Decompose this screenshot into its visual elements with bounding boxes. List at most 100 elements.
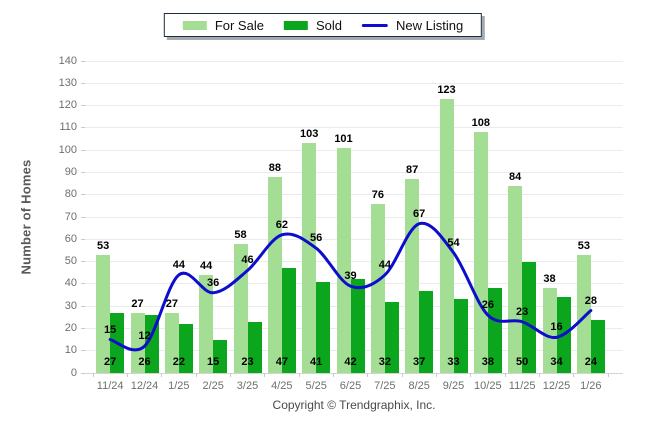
x-tick-label: 3/25 — [236, 380, 259, 392]
y-tick-mark — [81, 194, 85, 196]
x-tick-label: 7/25 — [374, 380, 396, 392]
x-tick-label: 12/25 — [542, 380, 571, 392]
gridline — [85, 60, 623, 62]
x-tick-label: 11/25 — [508, 380, 536, 392]
gridline — [85, 261, 623, 263]
for-sale-value-label: 44 — [200, 259, 213, 272]
for-sale-value-label: 58 — [234, 228, 247, 241]
for-sale-value-label: 88 — [268, 161, 281, 174]
y-tick-label: 100 — [58, 143, 77, 156]
y-tick-mark — [81, 171, 85, 173]
x-tick-mark — [470, 373, 472, 377]
y-tick-label: 90 — [64, 165, 77, 178]
legend: For Sale Sold New Listing — [163, 13, 483, 37]
new-listing-value-label: 28 — [584, 294, 597, 307]
y-tick-mark — [81, 261, 85, 263]
sold-value-label: 42 — [344, 356, 357, 368]
sold-value-label: 38 — [481, 356, 494, 368]
new-listing-value-label: 44 — [172, 258, 185, 271]
y-tick-mark — [81, 149, 85, 151]
x-tick-mark — [229, 373, 231, 377]
y-tick-label: 40 — [64, 277, 77, 290]
y-tick-label: 0 — [70, 366, 77, 379]
for-sale-value-label: 84 — [509, 170, 522, 183]
for-sale-value-label: 108 — [471, 117, 490, 130]
gridline — [85, 105, 623, 107]
bar-sold — [522, 261, 537, 373]
x-tick-mark — [401, 373, 403, 377]
bar-for-sale — [199, 274, 214, 373]
new-listing-value-label: 46 — [241, 254, 254, 267]
y-tick-label: 140 — [58, 54, 77, 67]
x-tick-label: 6/25 — [339, 380, 362, 392]
new-listing-value-label: 23 — [516, 305, 529, 318]
new-listing-value-label: 12 — [138, 330, 151, 343]
bar-for-sale — [336, 147, 351, 373]
legend-item-new-listing: New Listing — [361, 17, 464, 33]
bar-for-sale — [96, 254, 111, 373]
new-listing-value-label: 54 — [447, 236, 460, 249]
x-tick-mark — [607, 373, 609, 377]
for-sale-value-label: 27 — [165, 297, 178, 310]
new-listing-value-label: 67 — [413, 207, 426, 220]
plot-area: 0 10 20 30 40 50 60 70 80 90 100 110 120 130 140 11/24 1… — [59, 55, 623, 392]
bar-sold — [350, 279, 365, 373]
legend-label: Sold — [315, 17, 342, 33]
gridline — [85, 194, 623, 196]
legend-line-swatch — [361, 23, 388, 27]
y-axis-title: Number of Homes — [18, 159, 34, 275]
bar-sold — [419, 290, 434, 373]
new-listing-value-label: 26 — [481, 299, 494, 312]
new-listing-value-label: 36 — [207, 276, 220, 289]
bar-for-sale — [576, 254, 591, 373]
sold-value-label: 34 — [550, 356, 563, 368]
y-tick-label: 110 — [59, 121, 77, 134]
copyright: Copyright © Trendgraphix, Inc. — [272, 398, 436, 412]
bar-sold — [590, 319, 605, 373]
x-tick-label: 10/25 — [474, 380, 502, 392]
for-sale-value-label: 38 — [543, 273, 556, 286]
for-sale-value-label: 27 — [131, 297, 144, 310]
y-tick-mark — [81, 60, 85, 62]
legend-swatch — [283, 20, 308, 30]
bar-sold — [281, 268, 296, 373]
x-tick-mark — [92, 373, 94, 377]
gridline — [85, 127, 623, 129]
y-tick-mark — [81, 283, 85, 285]
x-tick-mark — [332, 373, 334, 377]
bar-for-sale — [267, 176, 282, 373]
x-tick-mark — [298, 373, 300, 377]
for-sale-value-label: 103 — [299, 128, 319, 141]
x-tick-mark — [435, 373, 437, 377]
legend-label: For Sale — [214, 17, 264, 33]
x-tick-mark — [573, 373, 575, 377]
new-listing-value-label: 16 — [550, 321, 563, 334]
gridline — [85, 149, 623, 151]
y-tick-mark — [81, 238, 85, 240]
x-tick-label: 1/26 — [580, 380, 602, 392]
new-listing-value-label: 15 — [104, 323, 117, 336]
bar-for-sale — [233, 243, 248, 373]
y-tick-label: 130 — [58, 76, 77, 89]
legend-swatch — [182, 20, 207, 30]
gridline — [85, 171, 623, 173]
new-listing-value-label: 39 — [344, 270, 357, 283]
for-sale-value-label: 101 — [334, 132, 353, 145]
x-tick-mark — [161, 373, 163, 377]
sold-value-label: 15 — [207, 356, 220, 368]
x-tick-label: 9/25 — [442, 380, 465, 392]
bar-sold — [487, 288, 502, 373]
y-tick-mark — [81, 305, 85, 307]
bar-for-sale — [508, 185, 523, 373]
x-tick-label: 2/25 — [202, 380, 224, 392]
sold-value-label: 33 — [447, 356, 460, 368]
bar-for-sale — [164, 312, 179, 373]
bar-sold — [453, 299, 468, 373]
legend-label: New Listing — [395, 17, 464, 33]
for-sale-value-label: 123 — [437, 83, 456, 96]
y-tick-label: 50 — [64, 255, 77, 268]
y-tick-mark — [81, 327, 85, 329]
y-tick-label: 120 — [58, 99, 77, 112]
new-listing-value-label: 44 — [378, 258, 391, 271]
